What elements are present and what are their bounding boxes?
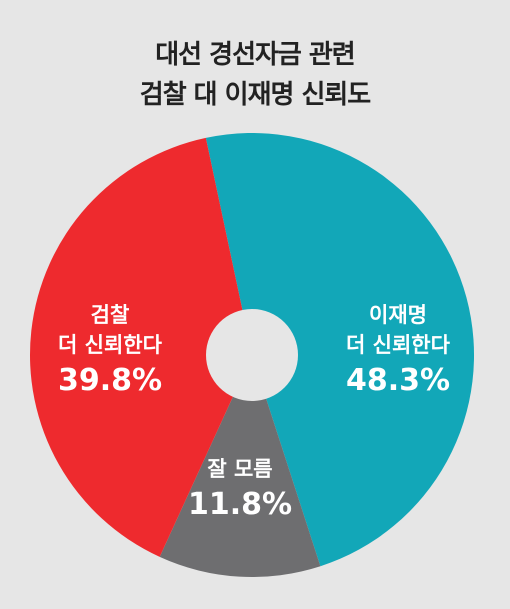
slice-unknown xyxy=(159,355,321,578)
slice-label-line: 이재명 xyxy=(369,303,427,327)
slice-label-line: 더 신뢰한다 xyxy=(58,333,163,357)
donut-hole xyxy=(206,309,298,401)
chart-title: 대선 경선자금 관련 xyxy=(155,40,355,70)
slice-value-label: 11.8% xyxy=(188,487,292,522)
slice-label-line: 검찰 xyxy=(91,303,130,327)
slice-prosecution-label: 검찰더 신뢰한다 39.8% xyxy=(58,303,163,398)
slice-label-line: 잘 모름 xyxy=(207,457,272,481)
chart-subtitle: 검찰 대 이재명 신뢰도 xyxy=(139,80,371,110)
slice-label-line: 더 신뢰한다 xyxy=(346,333,451,357)
slice-value-label: 48.3% xyxy=(346,363,450,398)
slice-prosecution xyxy=(29,137,253,557)
slice-value-label: 39.8% xyxy=(58,363,162,398)
slice-unknown-label: 잘 모름 11.8% xyxy=(188,457,292,522)
slice-lee xyxy=(205,132,475,567)
